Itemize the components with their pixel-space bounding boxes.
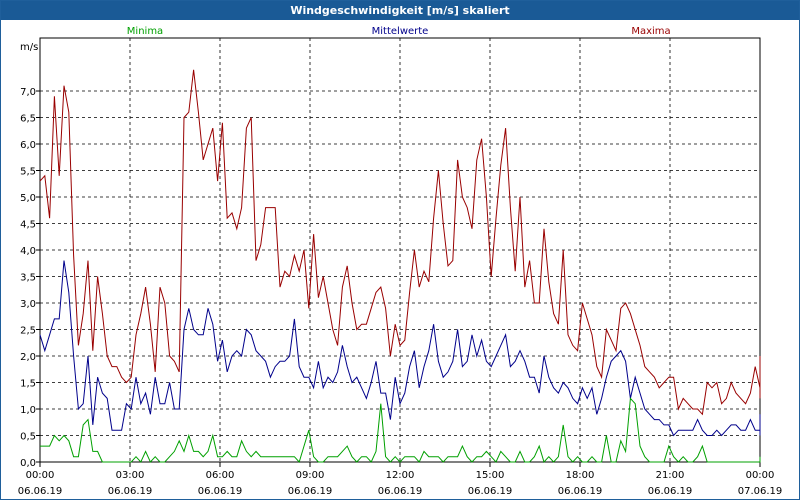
y-tick-label: 3,0 [20, 299, 36, 310]
x-tick-date: 07.06.19 [738, 486, 783, 497]
x-tick-time: 12:00 [386, 470, 415, 481]
y-tick-label: 4,5 [20, 220, 36, 231]
series-line-minima [40, 397, 761, 463]
y-tick-label: 6,0 [20, 140, 36, 151]
y-tick-label: 1,5 [20, 379, 36, 390]
x-tick-date: 06.06.19 [558, 486, 603, 497]
y-tick-label: 0,5 [20, 432, 36, 443]
x-tick-date: 06.06.19 [18, 486, 63, 497]
y-tick-label: 2,0 [20, 352, 36, 363]
series-line-mittelwerte [39, 260, 761, 437]
x-tick-date: 06.06.19 [378, 486, 423, 497]
y-axis-label: m/s [20, 42, 38, 53]
y-tick-label: 5,5 [20, 167, 36, 178]
y-tick-label: 0,0 [20, 458, 36, 469]
y-tick-label: 4,0 [20, 246, 36, 257]
y-tick-label: 6,5 [20, 114, 36, 125]
y-tick-label: 2,5 [20, 326, 36, 337]
x-tick-time: 09:00 [296, 470, 325, 481]
x-tick-time: 00:00 [746, 470, 775, 481]
x-tick-date: 06.06.19 [108, 486, 153, 497]
x-tick-date: 06.06.19 [648, 486, 693, 497]
x-tick-date: 06.06.19 [468, 486, 513, 497]
y-tick-label: 1,0 [20, 405, 36, 416]
legend-mittelwerte: Mittelwerte [372, 26, 429, 37]
window-title: Windgeschwindigkeit [m/s] skaliert [1, 1, 799, 20]
y-tick-label: 5,0 [20, 193, 36, 204]
x-tick-date: 06.06.19 [198, 486, 243, 497]
x-tick-date: 06.06.19 [288, 486, 333, 497]
y-tick-label: 3,5 [20, 273, 36, 284]
x-tick-time: 03:00 [116, 470, 145, 481]
x-tick-time: 15:00 [476, 470, 505, 481]
x-tick-time: 00:00 [26, 470, 55, 481]
legend-maxima: Maxima [631, 26, 670, 37]
series-line-maxima [39, 69, 761, 416]
legend-minima: Minima [127, 26, 163, 37]
x-tick-time: 21:00 [656, 470, 685, 481]
y-tick-label: 7,0 [20, 87, 36, 98]
x-tick-time: 06:00 [206, 470, 235, 481]
x-tick-time: 18:00 [566, 470, 595, 481]
